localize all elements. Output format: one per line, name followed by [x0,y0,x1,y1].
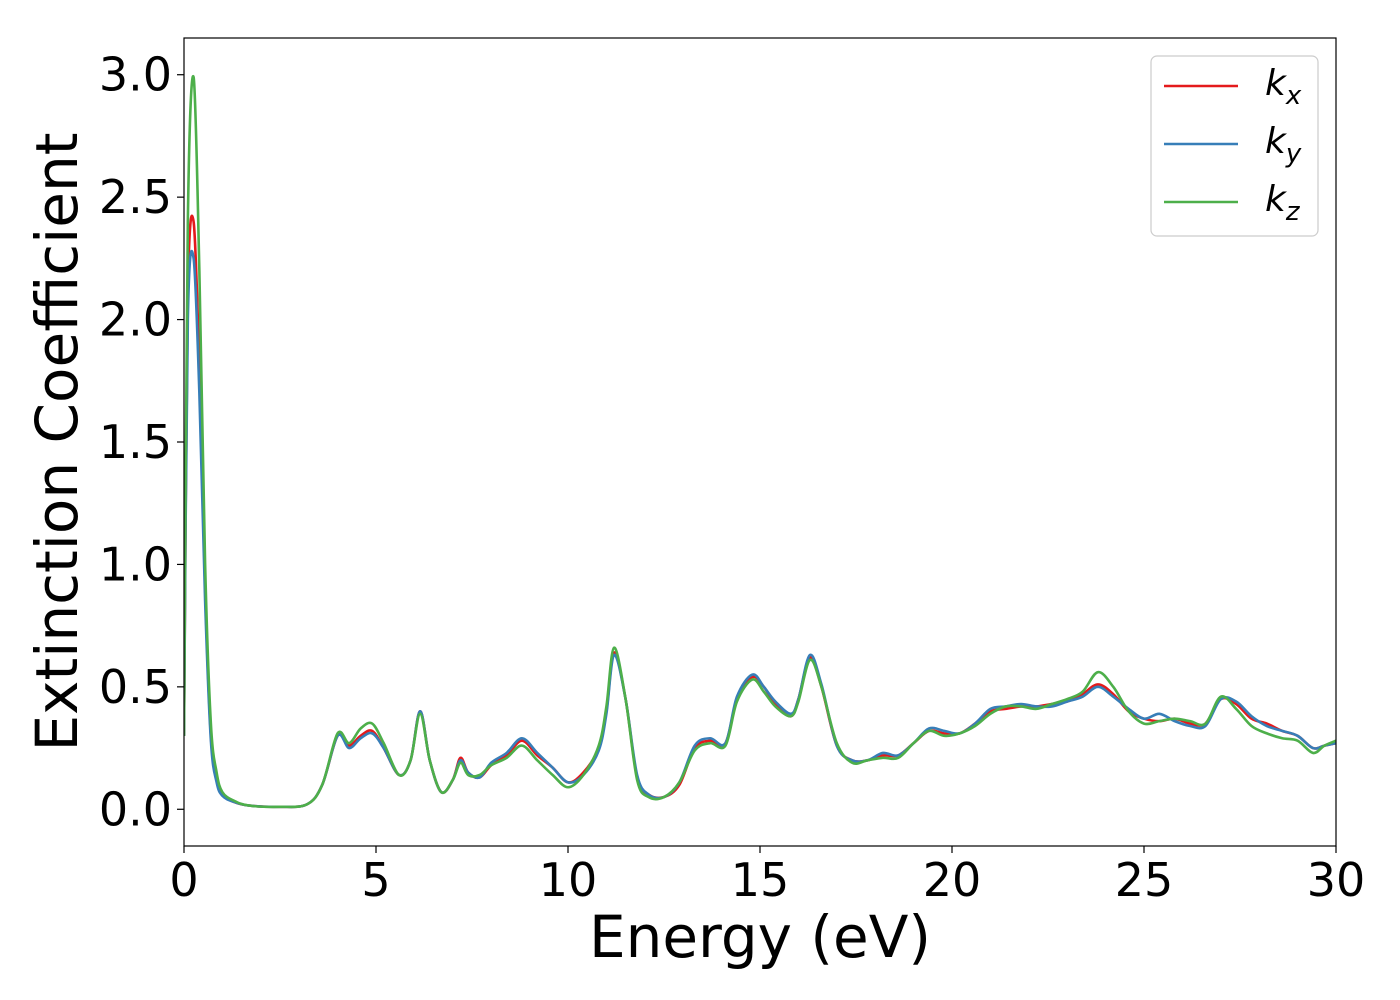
series-layer [184,74,1336,809]
y-tick-label: 2.0 [99,293,172,347]
legend-items: kx ky kz [1164,63,1302,227]
x-tick-label: 10 [539,853,598,907]
y-tick-label: 2.5 [99,170,172,224]
x-tick-label: 20 [923,853,982,907]
y-tick-label: 1.0 [99,537,172,591]
y-tick-label: 3.0 [99,48,172,102]
x-axis-title: Energy (eV) [589,903,931,971]
legend-label-kx: kx [1265,63,1302,111]
y-tick-label: 0.0 [99,782,172,836]
legend: kx ky kz [1150,55,1319,237]
legend-box [1150,55,1319,237]
y-axis-title: Extinction Coefficient [23,133,91,752]
legend-label-kz: kz [1265,179,1301,227]
plot-background [184,38,1336,846]
legend-label-ky: ky [1265,121,1302,169]
series-line-kz [184,74,1336,809]
x-axis-ticks: 0 5 10 15 20 25 30 [169,846,1365,907]
y-tick-label: 1.5 [99,415,172,469]
x-tick-label: 0 [169,853,198,907]
x-tick-label: 15 [731,853,790,907]
x-tick-label: 30 [1307,853,1366,907]
x-tick-label: 5 [361,853,390,907]
x-tick-label: 25 [1115,853,1174,907]
y-axis-ticks: 0.0 0.5 1.0 1.5 2.0 2.5 3.0 [99,48,184,836]
y-tick-label: 0.5 [99,660,172,714]
